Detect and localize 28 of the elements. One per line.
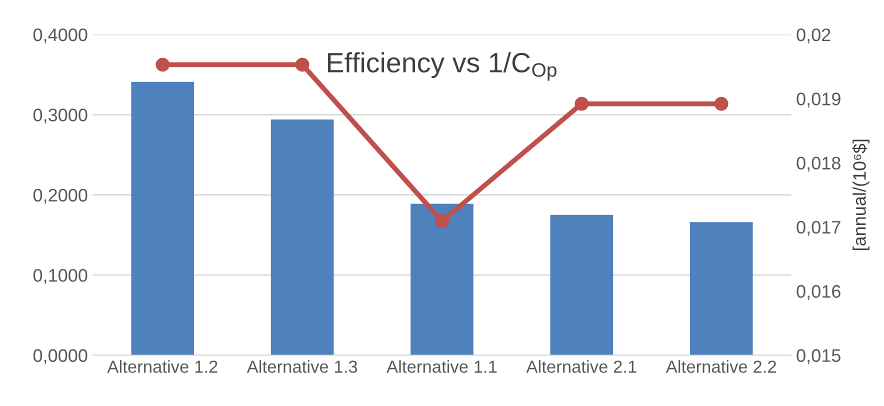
bar [550, 214, 614, 356]
point [295, 58, 310, 72]
y2-axis-title: [annual/(10⁶$] [852, 140, 870, 250]
y2-tick-label: 0,017 [796, 220, 840, 236]
bar [131, 82, 194, 356]
y-tick-label: 0,1000 [33, 269, 88, 284]
x-tick-label: Alternative 1.3 [246, 360, 358, 373]
y2-tick-label: 0,015 [796, 349, 840, 364]
y2-tick-label: 0,016 [796, 285, 840, 300]
x-tick-label: Alternative 1.1 [386, 360, 497, 373]
y2-tick-label: 0,019 [796, 92, 840, 108]
point [714, 96, 728, 111]
y-tick-label: 0,4000 [33, 28, 88, 44]
y2-tick-label: 0,02 [796, 28, 830, 44]
bar [270, 120, 334, 356]
y2-tick-label: 0,018 [796, 156, 840, 172]
point [156, 58, 170, 72]
point [574, 96, 589, 111]
x-tick-label: Alternative 1.2 [107, 360, 218, 373]
y-tick-label: 0,0000 [33, 349, 88, 364]
bar [690, 222, 753, 356]
text: Efficiency vs 1/C$_{Op}$ [328, 52, 556, 81]
x-tick-label: Alternative 2.2 [666, 360, 776, 373]
point [435, 214, 449, 228]
bar [410, 204, 474, 356]
x-tick-label: Alternative 2.1 [526, 360, 636, 373]
y-tick-label: 0,3000 [33, 108, 88, 124]
y-tick-label: 0,2000 [33, 188, 88, 204]
